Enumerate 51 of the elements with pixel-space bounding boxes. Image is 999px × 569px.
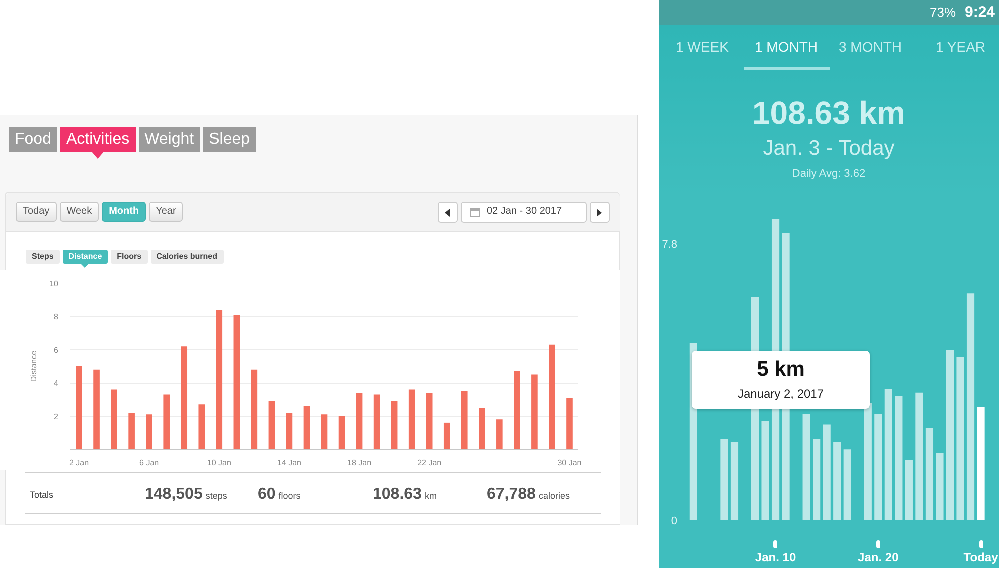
y-tick-label: 10 — [50, 280, 60, 288]
y-tick-label: 8 — [54, 312, 60, 322]
x-tick-label: Jan. 10 — [755, 550, 796, 564]
text: 1 WEEK — [676, 39, 729, 55]
y-axis-title: Distance — [30, 350, 39, 382]
annotation: 5 km — [757, 358, 805, 382]
x-tick-label: 10 Jan — [207, 458, 232, 468]
text: 108.63 km — [752, 95, 906, 131]
text: Calories burned — [150, 250, 224, 264]
text: 148,505 — [145, 485, 203, 505]
y-tick-label: 4 — [54, 379, 60, 388]
text: Steps — [26, 250, 60, 264]
text: Food — [9, 127, 58, 152]
x-tick-label: 2 Jan — [69, 458, 90, 468]
y-tick-label: 6 — [54, 346, 60, 355]
text: 67,788 — [487, 485, 536, 505]
text: Jan. 3 - Today — [763, 137, 895, 160]
text: 1 YEAR — [936, 39, 986, 55]
text: 60 — [258, 485, 276, 505]
text: Year — [149, 202, 184, 222]
text: Month — [102, 202, 146, 222]
text: Totals — [30, 490, 54, 500]
text: km — [424, 490, 437, 503]
text: 73% — [930, 5, 956, 20]
text: 3 MONTH — [839, 39, 902, 55]
text: Daily Avg: 3.62 — [792, 168, 866, 181]
x-tick-label: 14 Jan — [277, 458, 302, 468]
text: steps — [206, 490, 228, 503]
text: Floors — [111, 250, 148, 264]
x-tick-label: Jan. 20 — [858, 550, 900, 564]
text: Weight — [138, 127, 200, 152]
text: Today — [16, 202, 57, 222]
text: floors — [278, 490, 301, 503]
text: Week — [60, 202, 100, 222]
y-tick-label: 0 — [671, 516, 678, 528]
text: 108.63 — [373, 485, 422, 505]
text: 9:24 — [965, 4, 996, 21]
x-tick-label: 30 Jan — [558, 458, 582, 468]
text: 02 Jan - 30 2017 — [487, 205, 562, 220]
text: calories — [538, 490, 570, 503]
x-tick-label: Today — [964, 550, 999, 564]
text: Activities — [60, 127, 136, 152]
annotation: January 2, 2017 — [738, 386, 824, 402]
y-tick-label: 7.8 — [662, 239, 678, 252]
text: Sleep — [203, 127, 256, 152]
x-tick-label: 22 Jan — [418, 458, 442, 468]
text: Distance — [62, 250, 108, 264]
x-tick-label: 18 Jan — [348, 458, 372, 468]
text: 1 MONTH — [755, 39, 818, 55]
y-tick-label: 2 — [54, 412, 60, 422]
x-tick-label: 6 Jan — [140, 458, 160, 468]
